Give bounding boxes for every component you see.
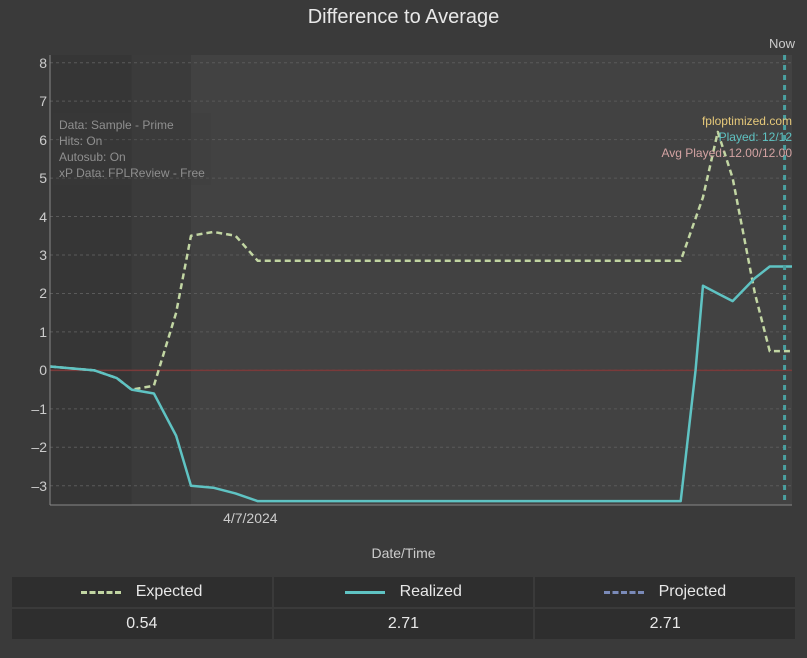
now-label: Now [769,36,795,51]
y-tick-label: 2 [7,285,47,301]
legend-value-expected: 0.54 [12,609,272,639]
legend-swatch-projected [604,591,644,594]
legend-table: Expected Realized Projected 0.54 2.71 2.… [10,575,797,641]
avg-played-text: Avg Played: 12.00/12.00 [661,145,792,161]
y-tick-label: 1 [7,324,47,340]
info-box: Data: Sample - Prime Hits: On Autosub: O… [53,113,211,185]
chart-area: Data: Sample - Prime Hits: On Autosub: O… [0,55,807,545]
chart-title: Difference to Average [0,0,807,29]
x-axis-label: Date/Time [0,545,807,561]
y-tick-label: 8 [7,55,47,71]
info-line: Hits: On [59,133,205,149]
legend-value-projected: 2.71 [535,609,795,639]
y-tick-label: 5 [7,170,47,186]
legend-value-row: 0.54 2.71 2.71 [12,609,795,639]
right-info-box: fploptimized.com Played: 12/12 Avg Playe… [661,113,792,161]
watermark-text: fploptimized.com [661,113,792,129]
played-text: Played: 12/12 [661,129,792,145]
legend-header-projected[interactable]: Projected [535,577,795,607]
info-line: xP Data: FPLReview - Free [59,165,205,181]
y-tick-label: 7 [7,93,47,109]
legend-label: Projected [659,583,727,600]
legend-header-expected[interactable]: Expected [12,577,272,607]
legend-label: Realized [400,583,462,600]
legend-header-row: Expected Realized Projected [12,577,795,607]
y-tick-label: –3 [7,478,47,494]
legend-swatch-expected [81,591,121,594]
legend-swatch-realized [345,591,385,594]
legend-label: Expected [136,583,203,600]
y-tick-label: 6 [7,132,47,148]
legend-header-realized[interactable]: Realized [274,577,534,607]
y-tick-label: 4 [7,209,47,225]
y-tick-label: –1 [7,401,47,417]
info-line: Data: Sample - Prime [59,117,205,133]
x-tick-label: 4/7/2024 [223,510,278,526]
y-tick-label: 0 [7,362,47,378]
y-tick-label: –2 [7,439,47,455]
legend-value-realized: 2.71 [274,609,534,639]
info-line: Autosub: On [59,149,205,165]
y-tick-label: 3 [7,247,47,263]
